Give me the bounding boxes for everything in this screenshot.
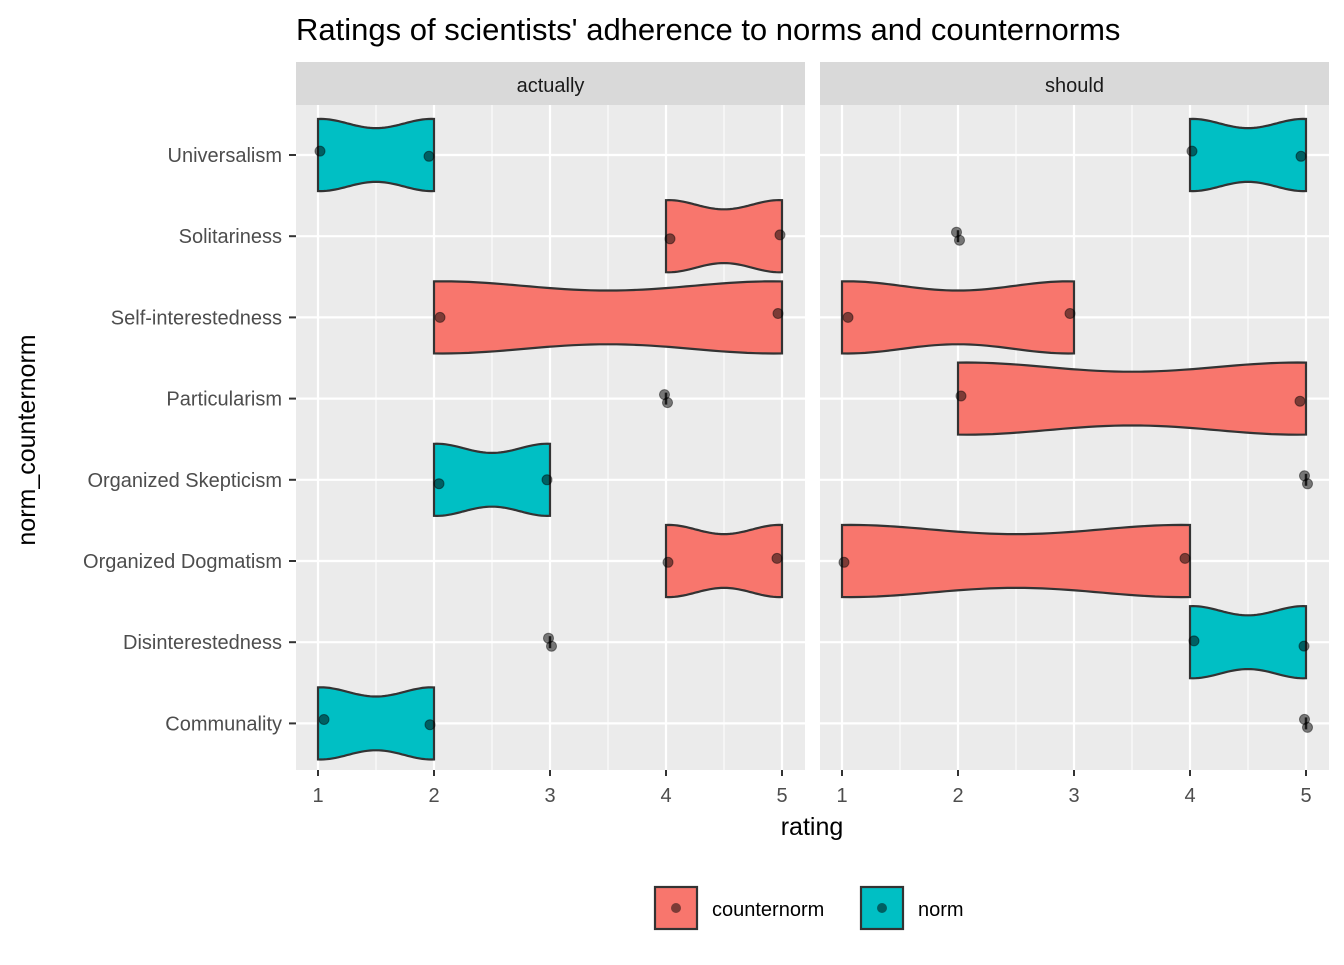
y-tick-label: Disinterestedness [123,632,282,654]
data-point [434,311,446,323]
panel-actually: actually 1 2 3 4 5 [296,62,805,807]
data-point [1302,721,1313,733]
chart-title: Ratings of scientists' adherence to norm… [296,12,1120,47]
violin-should-organized-dogmatism [840,523,1192,599]
data-point [1188,635,1200,647]
facet-strip [296,62,805,105]
data-point [771,552,783,564]
x-tick-label: 5 [776,785,787,807]
legend-point [671,903,681,913]
legend-item-counternorm: counternorm [653,885,824,931]
data-point [1294,395,1306,407]
data-point [772,308,784,319]
data-point [1179,552,1191,564]
legend-label: norm [918,899,964,921]
data-point [433,478,445,490]
data-point [662,556,674,568]
x-tick-label: 2 [428,785,439,807]
y-tick-label: Solitariness [179,226,282,248]
violin-should-particularism [956,361,1308,436]
violin-actually-organized-skepticism [432,442,552,518]
data-point [1064,308,1076,319]
x-tick-label: 4 [660,785,671,807]
facet-strip [820,62,1329,105]
data-point [838,556,850,568]
data-point [1295,150,1307,162]
legend-label: counternorm [712,899,824,921]
violin-actually-communality [316,686,436,761]
data-point [424,719,436,731]
data-point [1298,640,1310,652]
y-tick-label: Particularism [166,389,282,411]
facet-label-should: should [1045,75,1104,97]
y-tick-label: Self-interestedness [111,307,282,329]
data-point [664,233,676,245]
y-tick-label: Universalism [168,145,282,167]
y-tick-label: Organized Skepticism [87,470,282,492]
x-tick-label: 5 [1300,785,1311,807]
x-tick-label: 4 [1184,785,1195,807]
x-tick-label: 3 [1068,785,1079,807]
data-point [314,145,326,157]
x-tick-label: 1 [836,785,847,807]
facet-label-actually: actually [517,75,585,97]
data-point [955,390,967,402]
x-tick-label: 1 [312,785,323,807]
data-point [774,229,786,241]
data-point [662,397,673,409]
y-tick-label: Organized Dogmatism [83,551,282,573]
data-point [318,714,330,725]
violin-actually-organized-dogmatism [664,523,784,599]
data-point [1186,145,1198,157]
violin-should-disinterestedness [1188,604,1308,680]
violin-actually-universalism [316,117,436,193]
legend-item-norm: norm [859,885,964,931]
legend-point [877,903,887,913]
x-axis-label: rating [781,813,844,841]
x-tick-label: 2 [952,785,963,807]
y-axis-label: norm_counternorm [13,334,41,545]
data-point [541,474,553,486]
data-point [423,150,435,162]
violin-actually-self-interestedness [432,280,784,355]
data-point [842,311,854,323]
x-tick-label: 3 [544,785,555,807]
legend-swatch [653,885,699,931]
violin-actually-solitariness [664,198,784,274]
violin-should-universalism [1188,117,1308,193]
violin-should-self-interestedness [840,280,1076,355]
panel-should: should 1 2 3 4 5 [820,62,1329,807]
y-tick-label: Communality [165,713,282,735]
legend: counternorm norm [653,885,964,931]
data-point [954,234,965,246]
data-point [546,640,557,652]
data-point [1302,478,1313,490]
y-axis: Universalism Solitariness Self-interestedn… [83,145,296,735]
